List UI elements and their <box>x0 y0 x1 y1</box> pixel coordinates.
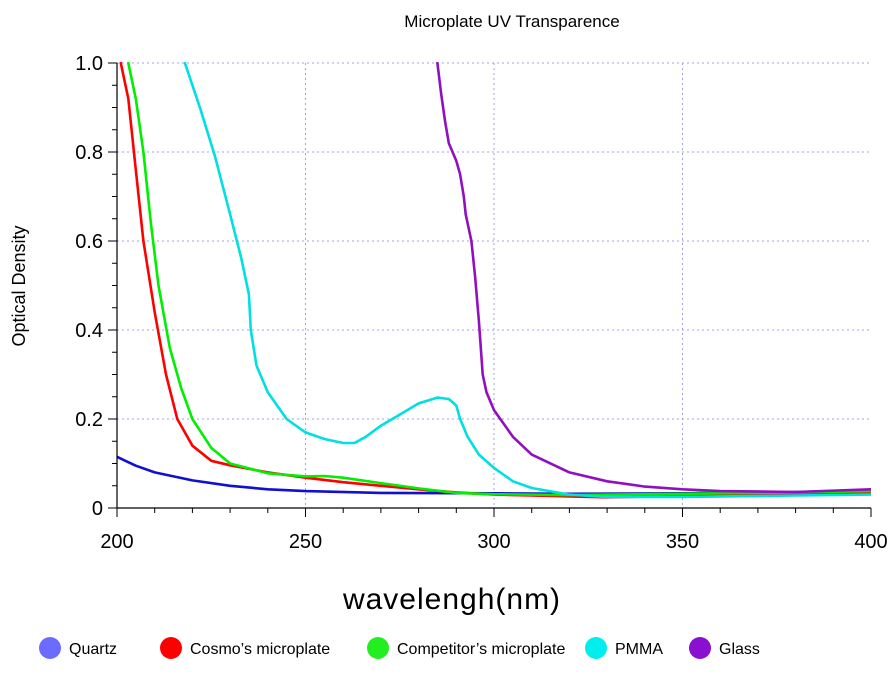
series-line-cosmo-s-microplate <box>119 62 871 499</box>
y-axis-ticks: 0 0.2 0.4 0.6 0.8 1.0 <box>75 53 117 520</box>
series-line-pmma <box>183 62 871 499</box>
x-tick-label: 200 <box>100 531 133 553</box>
legend: Quartz Cosmo’s microplate Competitor’s mic… <box>39 637 760 659</box>
y-axis-label: Optical Density <box>9 225 29 346</box>
x-axis-label: wavelengh(nm) <box>342 583 561 616</box>
y-tick-label: 0.8 <box>75 142 103 164</box>
plot-lines <box>117 62 871 499</box>
x-tick-label: 350 <box>666 531 699 553</box>
series-line-competitor-s-microplate <box>127 62 871 497</box>
x-tick-label: 250 <box>289 531 322 553</box>
chart-title: Microplate UV Transparence <box>404 12 619 31</box>
y-tick-label: 1.0 <box>75 53 103 75</box>
legend-marker <box>367 637 389 659</box>
y-tick-label: 0.6 <box>75 231 103 253</box>
y-tick-label: 0.4 <box>75 320 103 342</box>
legend-label: Cosmo’s microplate <box>190 641 330 658</box>
x-axis-ticks: 200 250 300 350 400 <box>100 508 888 553</box>
y-tick-label: 0 <box>92 498 103 520</box>
legend-marker <box>160 637 182 659</box>
legend-label: Competitor’s microplate <box>397 641 565 658</box>
legend-label: PMMA <box>615 641 663 658</box>
gridlines <box>117 62 871 508</box>
legend-marker <box>585 637 607 659</box>
x-tick-label: 400 <box>854 531 887 553</box>
series-line-glass <box>436 62 871 494</box>
legend-label: Glass <box>719 641 760 658</box>
x-tick-label: 300 <box>477 531 510 553</box>
y-tick-label: 0.2 <box>75 409 103 431</box>
legend-marker <box>39 637 61 659</box>
legend-label: Quartz <box>69 641 117 658</box>
legend-marker <box>689 637 711 659</box>
